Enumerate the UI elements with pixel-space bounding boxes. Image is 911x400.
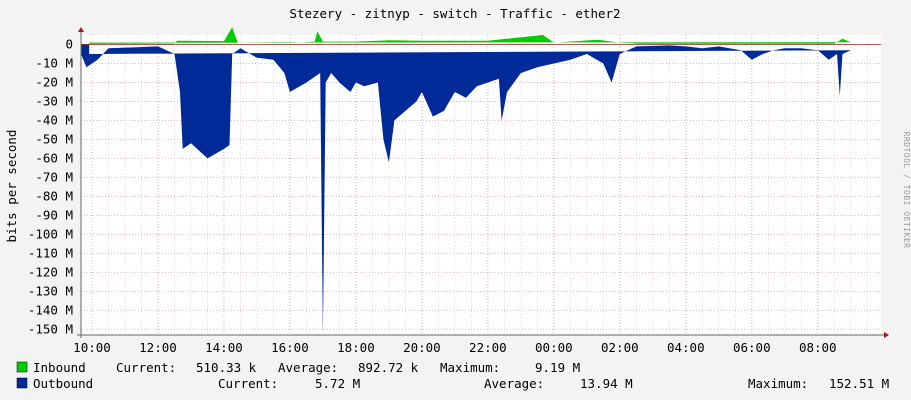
x-axis-arrow — [884, 332, 889, 338]
inbound-average-label: Average: — [278, 360, 338, 375]
y-tick-label: -40 M — [35, 112, 73, 127]
x-tick-label: 08:00 — [799, 340, 837, 355]
x-tick-label: 20:00 — [403, 340, 441, 355]
outbound-swatch — [16, 377, 28, 389]
inbound-average-value: 892.72 k — [358, 360, 419, 375]
x-tick-labels: 10:00 12:00 14:00 16:00 18:00 20:00 22:00 00:00… — [73, 340, 836, 355]
y-axis-arrow — [78, 27, 84, 32]
x-tick-label: 02:00 — [601, 340, 639, 355]
y-tick-label: -20 M — [35, 74, 73, 89]
x-tick-label: 14:00 — [205, 340, 243, 355]
chart-title: Stezery - zitnyp - switch - Traffic - et… — [289, 6, 620, 21]
y-tick-label: -30 M — [35, 93, 73, 108]
y-tick-labels: 0 -10 M -20 M -30 M -40 M -50 M -60 M -70 M -80 … — [28, 36, 73, 336]
inbound-current-label: Current: — [116, 360, 176, 375]
y-tick-label: -140 M — [28, 302, 73, 317]
y-tick-label: -90 M — [35, 207, 73, 222]
y-tick-label: -60 M — [35, 150, 73, 165]
y-tick-label: -150 M — [28, 321, 73, 336]
y-tick-label: -110 M — [28, 245, 73, 260]
x-tick-label: 12:00 — [139, 340, 177, 355]
x-tick-label: 16:00 — [271, 340, 309, 355]
y-tick-label: -130 M — [28, 283, 73, 298]
y-tick-label: -70 M — [35, 169, 73, 184]
y-tick-label: -100 M — [28, 226, 73, 241]
inbound-swatch — [16, 361, 28, 373]
y-tick-label: -50 M — [35, 131, 73, 146]
grid-lines — [81, 35, 881, 335]
y-tick-label: 0 — [65, 36, 73, 51]
outbound-current-label: Current: — [218, 376, 278, 391]
outbound-legend-name: Outbound — [33, 376, 93, 391]
y-axis-label: bits per second — [4, 130, 19, 243]
outbound-maximum-label: Maximum: — [748, 376, 808, 391]
y-tick-label: -120 M — [28, 264, 73, 279]
inbound-maximum-value: 9.19 M — [535, 360, 580, 375]
inbound-legend-name: Inbound — [33, 360, 86, 375]
inbound-current-value: 510.33 k — [196, 360, 257, 375]
outbound-maximum-value: 152.51 M — [829, 376, 889, 391]
x-tick-label: 18:00 — [337, 340, 375, 355]
x-tick-label: 00:00 — [535, 340, 573, 355]
x-tick-label: 04:00 — [667, 340, 705, 355]
inbound-maximum-label: Maximum: — [440, 360, 500, 375]
y-tick-label: -10 M — [35, 55, 73, 70]
outbound-current-value: 5.72 M — [315, 376, 360, 391]
axes — [77, 27, 889, 338]
series-areas — [81, 27, 851, 335]
inbound-area — [81, 27, 851, 45]
y-tick-label: -80 M — [35, 188, 73, 203]
rrdtool-credit: RRDTOOL / TOBI OETIKER — [902, 132, 911, 249]
outbound-average-label: Average: — [484, 376, 544, 391]
x-tick-label: 06:00 — [733, 340, 771, 355]
outbound-average-value: 13.94 M — [580, 376, 633, 391]
x-tick-label: 10:00 — [73, 340, 111, 355]
x-tick-label: 22:00 — [469, 340, 507, 355]
